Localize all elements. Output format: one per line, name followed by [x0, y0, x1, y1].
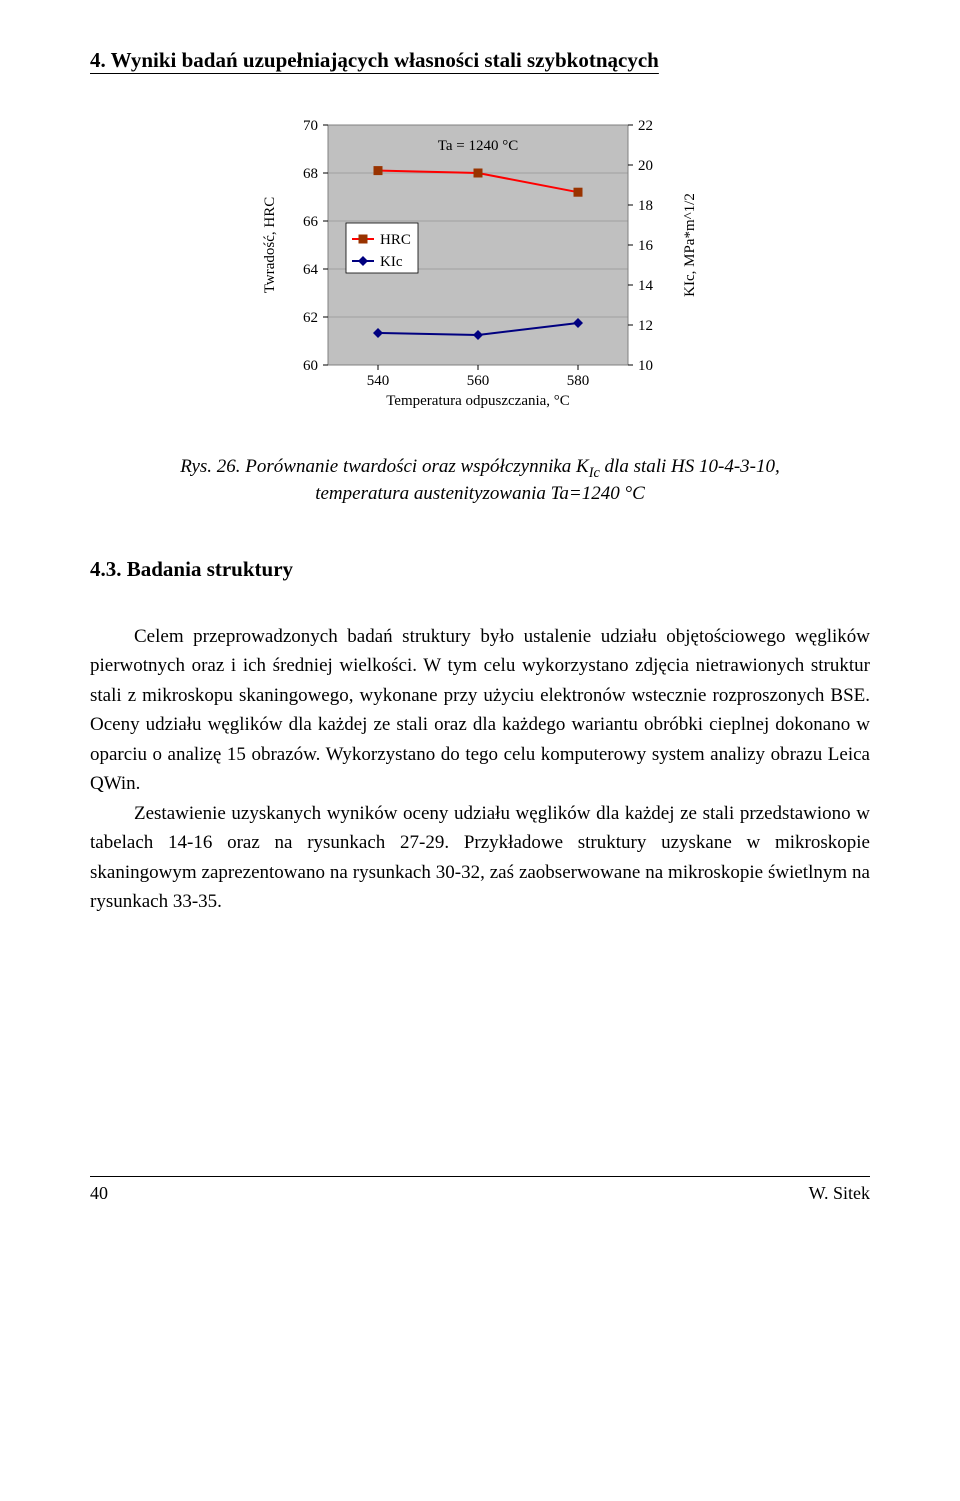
svg-text:Ta = 1240 °C: Ta = 1240 °C [438, 138, 519, 154]
svg-text:KIc: KIc [380, 254, 403, 270]
svg-text:540: 540 [367, 373, 390, 389]
svg-text:20: 20 [638, 158, 653, 174]
svg-text:560: 560 [467, 373, 490, 389]
figure-caption: Rys. 26. Porównanie twardości oraz współ… [150, 455, 810, 507]
svg-text:68: 68 [303, 166, 318, 182]
svg-text:Twradość, HRC: Twradość, HRC [262, 197, 278, 293]
svg-text:18: 18 [638, 198, 653, 214]
svg-text:70: 70 [303, 118, 318, 134]
body-text: Celem przeprowadzonych badań struktury b… [90, 622, 870, 916]
svg-text:60: 60 [303, 358, 318, 374]
svg-text:12: 12 [638, 318, 653, 334]
svg-text:HRC: HRC [380, 232, 411, 248]
page-number: 40 [90, 1183, 108, 1204]
svg-text:10: 10 [638, 358, 653, 374]
chart: 60 62 64 66 68 70 10 12 14 16 18 20 22 540 560 580 Tempe… [250, 115, 710, 425]
paragraph: Celem przeprowadzonych badań struktury b… [90, 622, 870, 799]
svg-text:Temperatura odpuszczania, °C: Temperatura odpuszczania, °C [386, 393, 570, 409]
author-name: W. Sitek [809, 1183, 870, 1204]
svg-text:62: 62 [303, 310, 318, 326]
svg-text:KIc, MPa*m^1/2: KIc, MPa*m^1/2 [682, 193, 698, 297]
svg-text:14: 14 [638, 278, 654, 294]
section-title: 4. Wyniki badań uzupełniających własnośc… [90, 48, 870, 75]
svg-text:64: 64 [303, 262, 319, 278]
svg-text:66: 66 [303, 214, 319, 230]
svg-text:22: 22 [638, 118, 653, 134]
page-footer: 40 W. Sitek [90, 1176, 870, 1204]
chart-container: 60 62 64 66 68 70 10 12 14 16 18 20 22 540 560 580 Tempe… [90, 115, 870, 425]
paragraph: Zestawienie uzyskanych wyników oceny udz… [90, 799, 870, 917]
svg-text:580: 580 [567, 373, 590, 389]
subsection-title: 4.3. Badania struktury [90, 557, 870, 582]
svg-text:16: 16 [638, 238, 654, 254]
